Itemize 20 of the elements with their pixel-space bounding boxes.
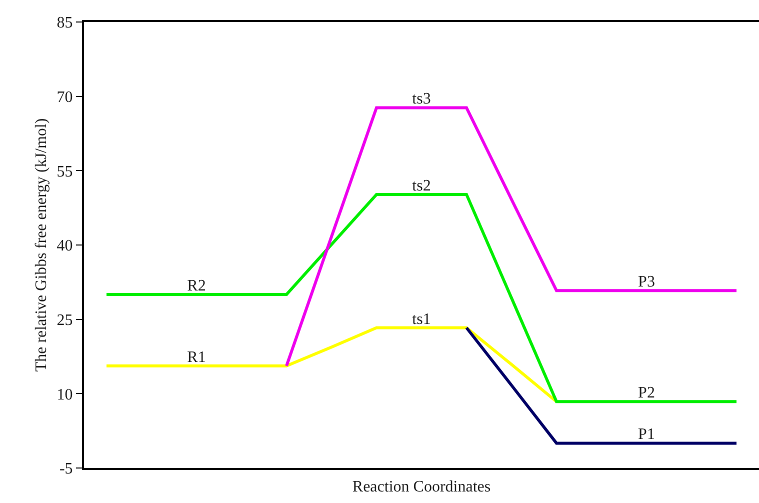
y-tick-label: -5 — [59, 460, 73, 478]
x-axis-title: Reaction Coordinates — [352, 478, 491, 496]
y-tick-label: 55 — [56, 163, 73, 180]
line-series — [105, 192, 738, 404]
y-tick-label: 85 — [56, 14, 73, 32]
data-label: P3 — [638, 274, 655, 291]
y-tick-label: 40 — [56, 238, 73, 255]
data-label: ts2 — [412, 177, 431, 194]
y-tick-label: 25 — [56, 312, 73, 329]
line-series — [285, 106, 738, 368]
data-label: R1 — [187, 348, 206, 366]
data-label: ts3 — [412, 90, 431, 108]
line-series — [105, 326, 558, 404]
data-label: P1 — [638, 426, 655, 444]
data-label: R2 — [187, 278, 206, 295]
y-axis-title: The relative Gibbs free energy (kJ/mol) — [33, 118, 50, 372]
y-tick-label: 70 — [56, 88, 73, 106]
data-label: ts1 — [412, 310, 431, 328]
y-tick-label: 10 — [56, 386, 73, 404]
data-label: P2 — [638, 384, 655, 402]
